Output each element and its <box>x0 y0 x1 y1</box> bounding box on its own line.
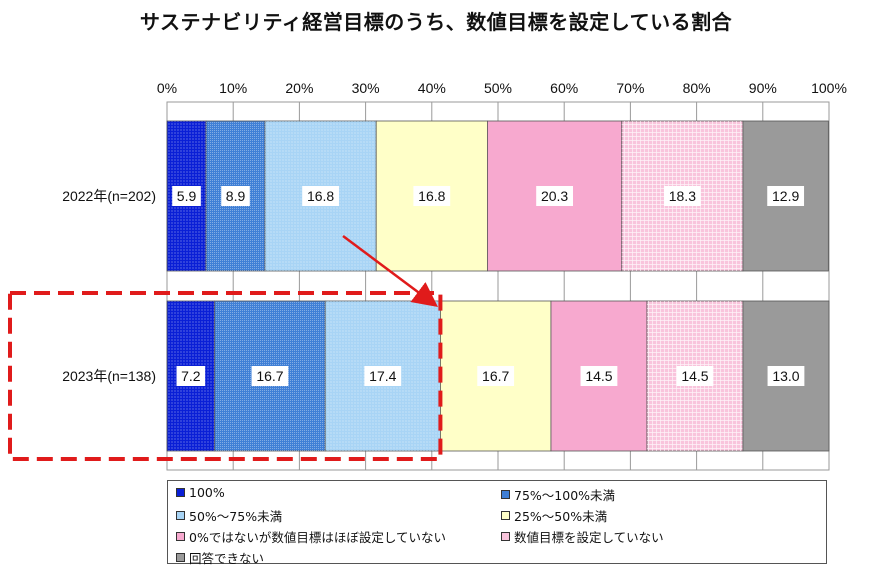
data-label: 18.3 <box>669 188 696 204</box>
x-tick-label: 70% <box>616 80 644 96</box>
legend-swatch <box>501 532 510 541</box>
legend-swatch <box>176 532 185 541</box>
x-tick-label: 100% <box>811 80 847 96</box>
x-tick-label: 90% <box>749 80 777 96</box>
data-label: 14.5 <box>585 368 612 384</box>
highlight-dashed-box <box>8 291 443 461</box>
legend-swatch <box>176 553 185 562</box>
x-tick-label: 10% <box>219 80 247 96</box>
legend-label: 数値目標を設定していない <box>514 530 664 545</box>
x-tick-label: 20% <box>285 80 313 96</box>
legend-item: 50%～75%未満 <box>176 506 282 525</box>
data-label: 16.8 <box>418 188 445 204</box>
legend-label: 25%～50%未満 <box>514 509 608 524</box>
data-label-bg <box>767 366 805 386</box>
legend-swatch <box>501 511 510 520</box>
data-label: 14.5 <box>681 368 708 384</box>
x-tick-label: 60% <box>550 80 578 96</box>
data-label-bg <box>302 186 339 206</box>
data-label-bg <box>663 186 701 206</box>
data-label: 17.4 <box>369 368 396 384</box>
data-label: 8.9 <box>226 188 246 204</box>
data-label: 16.8 <box>307 188 334 204</box>
legend-label: 0%ではないが数値目標はほぼ設定していない <box>189 530 446 545</box>
data-label: 13.0 <box>772 368 799 384</box>
legend-label: 回答できない <box>189 551 265 566</box>
legend-label: 75%～100%未満 <box>514 488 616 503</box>
data-label: 16.7 <box>482 368 509 384</box>
x-tick-label: 30% <box>352 80 380 96</box>
data-label-bg <box>580 366 618 386</box>
legend-item: 0%ではないが数値目標はほぼ設定していない <box>176 527 446 546</box>
category-label: 2022年(n=202) <box>62 188 156 204</box>
data-label-bg <box>251 366 289 386</box>
legend-swatch <box>501 490 510 499</box>
data-label-bg <box>221 186 250 206</box>
legend-swatch <box>176 488 185 497</box>
data-label: 12.9 <box>772 188 799 204</box>
data-label-bg <box>536 186 574 206</box>
annotation-arrow <box>342 234 439 307</box>
data-label-bg <box>413 186 451 206</box>
plot-frame <box>166 101 830 471</box>
legend-label: 100% <box>189 485 225 500</box>
data-label-bg <box>364 366 402 386</box>
legend-item: 回答できない <box>176 548 264 567</box>
legend-item: 25%～50%未満 <box>501 506 607 525</box>
data-label: 7.2 <box>181 368 201 384</box>
data-label-bg <box>676 366 714 386</box>
x-tick-label: 40% <box>418 80 446 96</box>
chart-title: サステナビリティ経営目標のうち、数値目標を設定している割合 <box>139 10 733 34</box>
x-tick-label: 50% <box>484 80 512 96</box>
legend-item: 75%～100%未満 <box>501 485 615 504</box>
data-label: 16.7 <box>256 368 283 384</box>
data-label-bg <box>477 366 515 386</box>
legend-item: 100% <box>176 485 225 500</box>
legend: 100% 75%～100%未満 50%～75%未満 25%～50%未満 0%ではないが数… <box>167 480 827 567</box>
data-label: 5.9 <box>177 188 197 204</box>
data-label-bg <box>176 366 206 386</box>
data-label: 20.3 <box>541 188 568 204</box>
legend-item: 数値目標を設定していない <box>501 527 664 546</box>
x-tick-label: 80% <box>683 80 711 96</box>
x-tick-label: 0% <box>157 80 177 96</box>
category-label: 2023年(n=138) <box>62 368 156 384</box>
data-label-bg <box>172 186 201 206</box>
legend-swatch <box>176 511 185 520</box>
data-label-bg <box>767 186 805 206</box>
legend-label: 50%～75%未満 <box>189 509 283 524</box>
